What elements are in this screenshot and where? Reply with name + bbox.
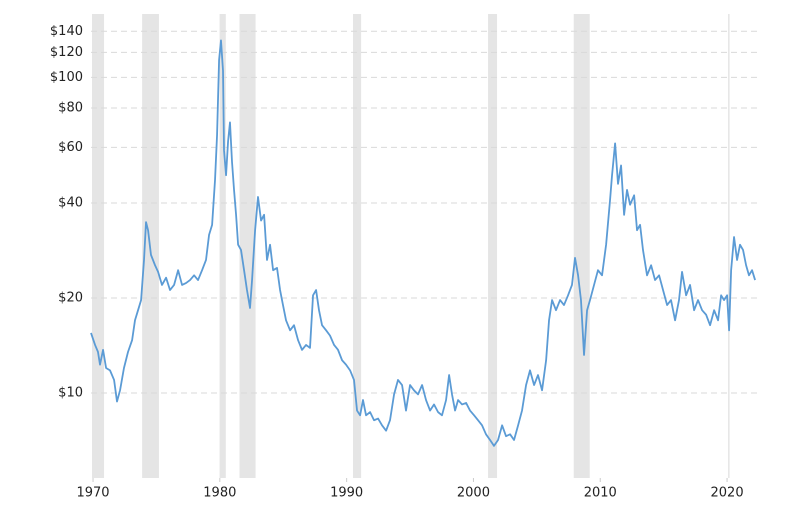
recession-band [488,14,498,478]
y-tick-label: $100 [50,70,83,85]
x-tick-label: 2010 [584,486,617,501]
recession-band [352,14,362,478]
x-tick-label: 1980 [203,486,236,501]
y-tick-label: $40 [58,195,83,210]
recession-band [239,14,256,478]
y-tick-label: $120 [50,45,83,60]
y-tick-label: $20 [58,291,83,306]
y-tick-label: $60 [58,140,83,155]
x-tick-label: 2000 [457,486,490,501]
y-tick-label: $80 [58,100,83,115]
recession-band [92,14,105,478]
y-tick-label: $140 [50,24,83,39]
price-line [90,39,756,447]
recession-band [573,14,590,478]
y-tick-label: $10 [58,386,83,401]
x-tick-label: 1970 [76,486,109,501]
recession-band [728,14,730,478]
x-tick-label: 2020 [711,486,744,501]
recession-band [219,14,226,478]
x-tick-label: 1990 [330,486,363,501]
